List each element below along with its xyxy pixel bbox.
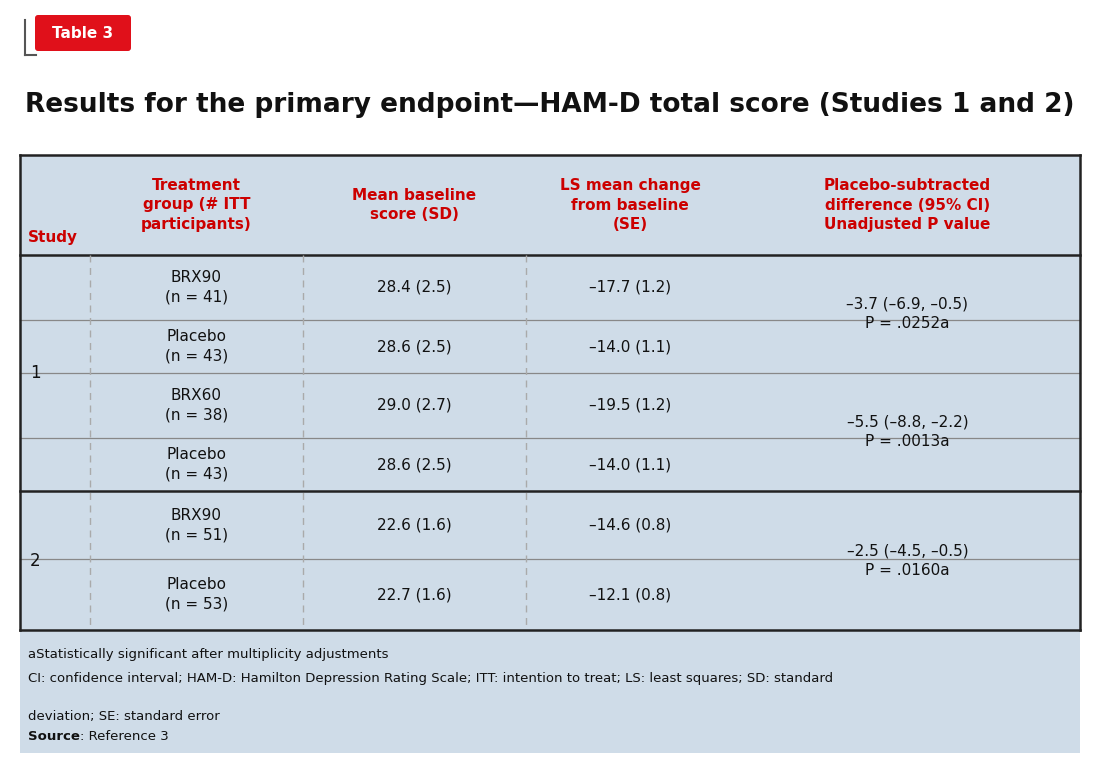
Text: Table 3: Table 3 — [53, 25, 113, 40]
Text: 28.6 (2.5): 28.6 (2.5) — [377, 457, 451, 472]
Text: Placebo
(n = 43): Placebo (n = 43) — [165, 447, 228, 481]
Text: Source: Source — [28, 730, 80, 743]
Text: : Reference 3: : Reference 3 — [80, 730, 168, 743]
Bar — [20, 630, 1080, 753]
Text: BRX90
(n = 51): BRX90 (n = 51) — [165, 508, 228, 542]
Text: –3.7 (–6.9, –0.5)
P = .0252a: –3.7 (–6.9, –0.5) P = .0252a — [846, 297, 968, 331]
Text: 29.0 (2.7): 29.0 (2.7) — [377, 398, 451, 413]
Text: Placebo
(n = 53): Placebo (n = 53) — [165, 578, 228, 612]
Text: Mean baseline
score (SD): Mean baseline score (SD) — [352, 188, 476, 222]
Text: –19.5 (1.2): –19.5 (1.2) — [590, 398, 671, 413]
Text: LS mean change
from baseline
(SE): LS mean change from baseline (SE) — [560, 178, 701, 232]
Text: –14.0 (1.1): –14.0 (1.1) — [590, 339, 671, 354]
Text: –14.0 (1.1): –14.0 (1.1) — [590, 457, 671, 472]
Text: 22.7 (1.6): 22.7 (1.6) — [377, 587, 451, 602]
Text: Placebo
(n = 43): Placebo (n = 43) — [165, 330, 228, 364]
Text: Results for the primary endpoint—HAM-D total score (Studies 1 and 2): Results for the primary endpoint—HAM-D t… — [25, 92, 1075, 118]
Text: Treatment
group (# ITT
participants): Treatment group (# ITT participants) — [141, 178, 252, 232]
FancyBboxPatch shape — [35, 15, 131, 51]
Text: aStatistically significant after multiplicity adjustments: aStatistically significant after multipl… — [28, 648, 388, 661]
Bar — [20, 155, 1080, 630]
Text: 28.6 (2.5): 28.6 (2.5) — [377, 339, 451, 354]
Text: –12.1 (0.8): –12.1 (0.8) — [590, 587, 671, 602]
Text: –2.5 (–4.5, –0.5)
P = .0160a: –2.5 (–4.5, –0.5) P = .0160a — [847, 543, 968, 578]
Text: BRX60
(n = 38): BRX60 (n = 38) — [165, 388, 228, 423]
Text: –14.6 (0.8): –14.6 (0.8) — [590, 517, 671, 533]
Text: deviation; SE: standard error: deviation; SE: standard error — [28, 710, 220, 723]
Text: 1: 1 — [30, 364, 41, 382]
Text: 2: 2 — [30, 552, 41, 569]
Text: Study: Study — [28, 230, 78, 245]
Text: 22.6 (1.6): 22.6 (1.6) — [377, 517, 451, 533]
Text: BRX90
(n = 41): BRX90 (n = 41) — [165, 270, 228, 304]
Text: 28.4 (2.5): 28.4 (2.5) — [377, 280, 451, 295]
Text: –17.7 (1.2): –17.7 (1.2) — [590, 280, 671, 295]
Text: Placebo-subtracted
difference (95% CI)
Unadjusted P value: Placebo-subtracted difference (95% CI) U… — [824, 178, 991, 232]
Text: –5.5 (–8.8, –2.2)
P = .0013a: –5.5 (–8.8, –2.2) P = .0013a — [847, 414, 968, 449]
Text: CI: confidence interval; HAM-D: Hamilton Depression Rating Scale; ITT: intention: CI: confidence interval; HAM-D: Hamilton… — [28, 672, 833, 685]
